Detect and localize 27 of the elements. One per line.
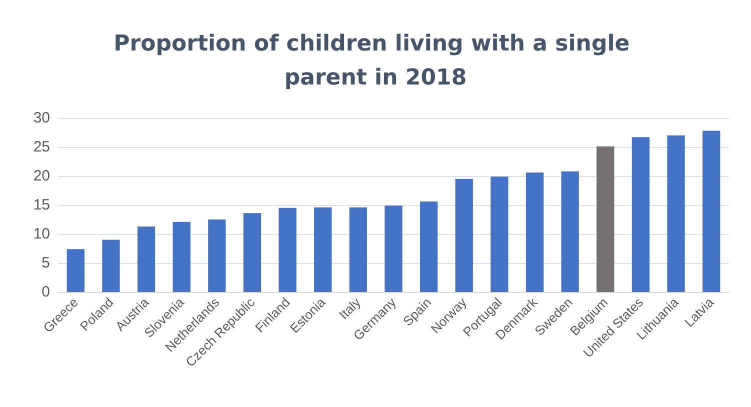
bar bbox=[490, 176, 508, 292]
y-tick-label: 30 bbox=[33, 110, 50, 126]
y-tick-label: 25 bbox=[33, 138, 50, 156]
y-tick-label: 5 bbox=[42, 254, 50, 272]
bar bbox=[561, 171, 579, 292]
bar bbox=[455, 178, 473, 292]
bar bbox=[243, 213, 262, 292]
bar bbox=[702, 130, 720, 292]
bar bbox=[632, 137, 650, 292]
bar bbox=[526, 172, 544, 292]
y-tick-label: 0 bbox=[42, 284, 50, 300]
bar bbox=[208, 220, 226, 292]
bar bbox=[102, 240, 120, 292]
bar bbox=[667, 135, 685, 292]
bar bbox=[349, 207, 368, 292]
y-tick-label: 20 bbox=[33, 168, 50, 184]
chart-title: Proportion of children living with a single parent in 2018 bbox=[114, 32, 638, 90]
y-tick-label: 15 bbox=[33, 196, 50, 214]
bar bbox=[172, 222, 190, 292]
bar bbox=[137, 226, 156, 292]
bar bbox=[420, 202, 438, 292]
bar bbox=[596, 146, 614, 292]
bar bbox=[314, 207, 332, 292]
bar bbox=[384, 206, 402, 292]
bar bbox=[66, 249, 84, 292]
y-tick-label: 10 bbox=[33, 226, 50, 242]
bar bbox=[278, 208, 296, 292]
